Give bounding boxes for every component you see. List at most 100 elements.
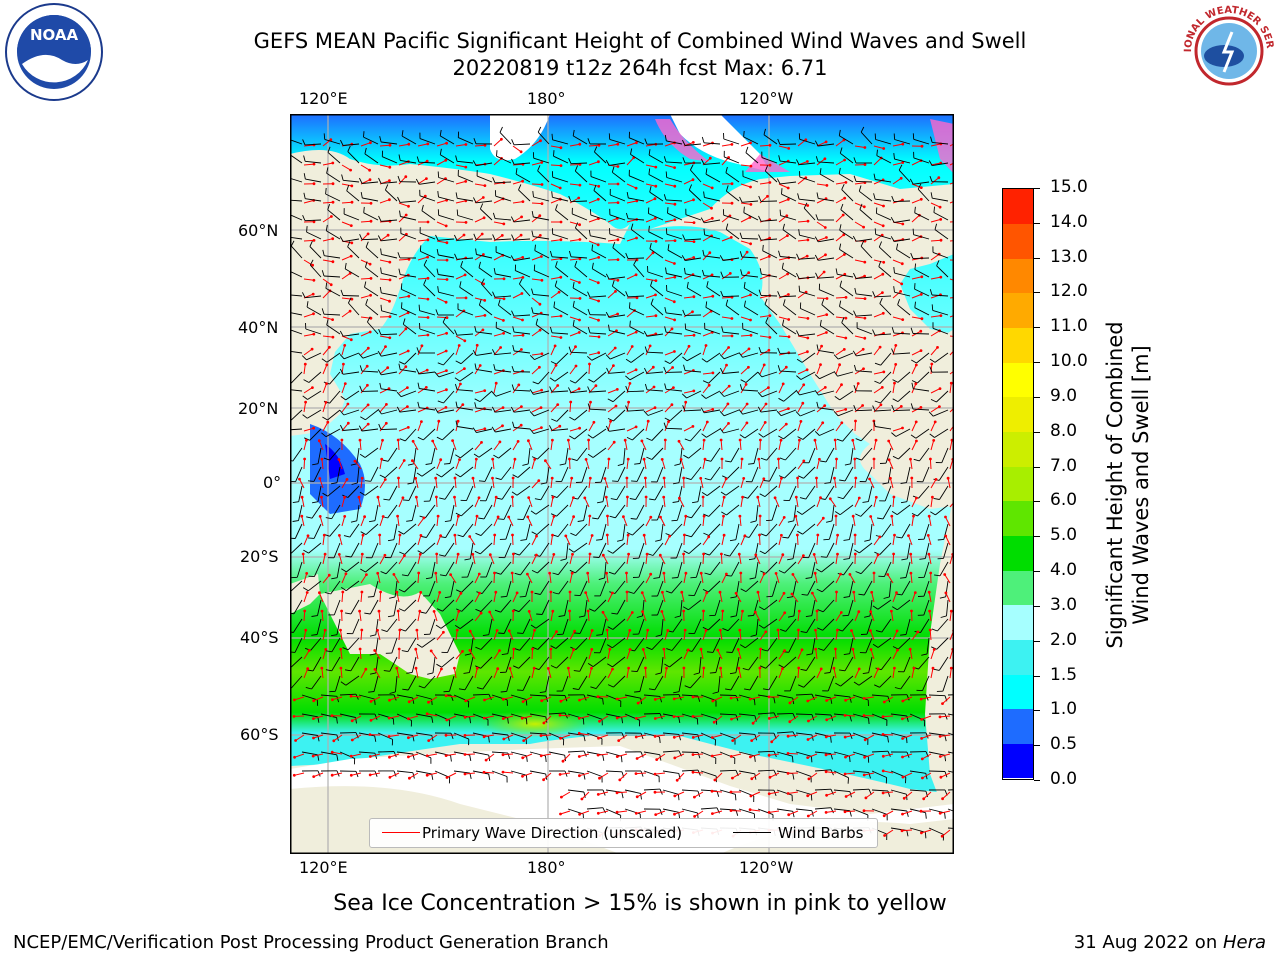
wind-barb xyxy=(565,447,569,464)
wind-barb xyxy=(375,618,379,635)
wave-direction-arrow xyxy=(417,386,427,394)
wind-barb xyxy=(823,637,835,651)
wave-direction-arrow xyxy=(774,497,780,508)
wind-barb xyxy=(562,675,569,692)
wind-barb-flag xyxy=(510,255,515,261)
wind-barb-flag xyxy=(550,361,557,365)
wind-barb xyxy=(313,561,322,577)
wind-barb-flag xyxy=(364,281,367,288)
wave-direction-arrow xyxy=(531,427,542,432)
wind-barb-flag xyxy=(940,615,947,618)
wave-direction-arrow xyxy=(891,516,894,527)
wind-barb-flag xyxy=(350,463,357,466)
wave-direction-arrowhead xyxy=(640,591,644,595)
wind-barb-flag xyxy=(511,234,515,241)
wind-barb-flag xyxy=(290,240,295,247)
wind-barb xyxy=(887,466,892,483)
wave-direction-arrowhead xyxy=(798,438,801,442)
wave-direction-arrowhead xyxy=(754,553,758,557)
wave-direction-arrowhead xyxy=(920,275,924,279)
wave-direction-arrowhead xyxy=(766,194,769,198)
wave-direction-arrow xyxy=(892,177,902,185)
wave-direction-arrowhead xyxy=(869,515,873,518)
wind-barb xyxy=(685,370,702,373)
wind-barb xyxy=(401,135,417,145)
wind-barb xyxy=(662,789,679,795)
wave-direction-arrow xyxy=(645,516,652,527)
wind-barb-flag xyxy=(674,463,681,466)
wave-direction-arrowhead xyxy=(540,426,543,429)
wave-direction-arrowhead xyxy=(458,458,461,461)
wave-direction-arrowhead xyxy=(330,714,334,717)
wind-barb xyxy=(605,694,621,702)
wave-direction-arrow xyxy=(911,160,922,166)
wind-barb xyxy=(294,523,303,539)
wind-barb-flag xyxy=(816,568,822,573)
wave-direction-arrow xyxy=(664,668,667,679)
wind-barb xyxy=(369,599,379,615)
wind-barb xyxy=(457,197,474,202)
wind-barb xyxy=(331,637,341,653)
wind-barb xyxy=(480,599,493,612)
wind-barb-flag xyxy=(593,184,597,191)
wind-barb xyxy=(555,637,569,649)
wind-barb xyxy=(719,713,737,716)
wind-barb-flag xyxy=(876,149,878,156)
wave-direction-arrow xyxy=(873,221,884,227)
wind-barb xyxy=(839,229,854,240)
wave-direction-arrow xyxy=(455,593,462,603)
wave-direction-arrowhead xyxy=(654,279,658,282)
wind-barb xyxy=(349,523,360,538)
wind-barb xyxy=(551,390,569,393)
wind-barb xyxy=(719,808,737,811)
wave-direction-arrowhead xyxy=(570,476,574,480)
wave-direction-arrowhead xyxy=(938,405,941,408)
wave-direction-arrow xyxy=(474,459,477,470)
wind-barb-flag xyxy=(839,479,846,482)
wind-barb xyxy=(890,732,907,738)
wave-direction-arrow xyxy=(569,258,580,261)
wind-barb-flag xyxy=(839,300,842,307)
wind-barb-flag xyxy=(682,405,686,411)
wind-barb-flag xyxy=(773,697,776,704)
wave-direction-arrow xyxy=(389,753,400,758)
wind-barb-flag xyxy=(331,634,338,637)
wind-barb xyxy=(510,770,527,776)
wave-direction-arrow xyxy=(645,278,656,282)
wind-barb xyxy=(574,428,588,440)
wave-direction-arrowhead xyxy=(862,697,866,700)
wave-direction-arrow xyxy=(759,648,762,660)
wind-barb-flag xyxy=(773,712,777,719)
wave-direction-arrow xyxy=(683,240,695,243)
wave-direction-arrowhead xyxy=(361,533,365,537)
wave-direction-arrowhead xyxy=(464,296,468,300)
ice-free-arctic-1 xyxy=(490,114,550,161)
wind-barb xyxy=(501,485,512,500)
wave-direction-arrow xyxy=(789,696,799,704)
wind-barb-flag xyxy=(439,497,446,500)
wave-direction-arrowhead xyxy=(439,458,443,462)
wind-barb-flag xyxy=(761,649,768,652)
wind-barb xyxy=(648,174,664,183)
wind-barb xyxy=(914,307,930,316)
wave-direction-arrowhead xyxy=(376,571,380,575)
wave-direction-arrow xyxy=(637,696,647,704)
wind-barb xyxy=(567,732,584,736)
wave-direction-arrowhead xyxy=(634,425,638,429)
wind-barb xyxy=(776,808,793,812)
wave-direction-arrowhead xyxy=(825,184,829,187)
wind-barb-flag xyxy=(531,211,534,218)
wave-direction-arrow xyxy=(883,770,894,774)
wind-barb xyxy=(575,637,588,650)
wind-barb-flag xyxy=(834,511,841,516)
wave-direction-arrow xyxy=(417,369,428,375)
wind-barb-flag xyxy=(369,520,376,523)
wind-barb xyxy=(943,542,949,559)
wave-direction-arrow xyxy=(635,772,647,775)
wave-direction-arrow xyxy=(702,610,704,622)
wave-direction-arrow xyxy=(455,200,466,204)
wind-barb-flag xyxy=(444,596,451,599)
wind-barb xyxy=(362,181,379,184)
wind-barb xyxy=(345,390,360,401)
wave-direction-arrow xyxy=(550,365,557,375)
